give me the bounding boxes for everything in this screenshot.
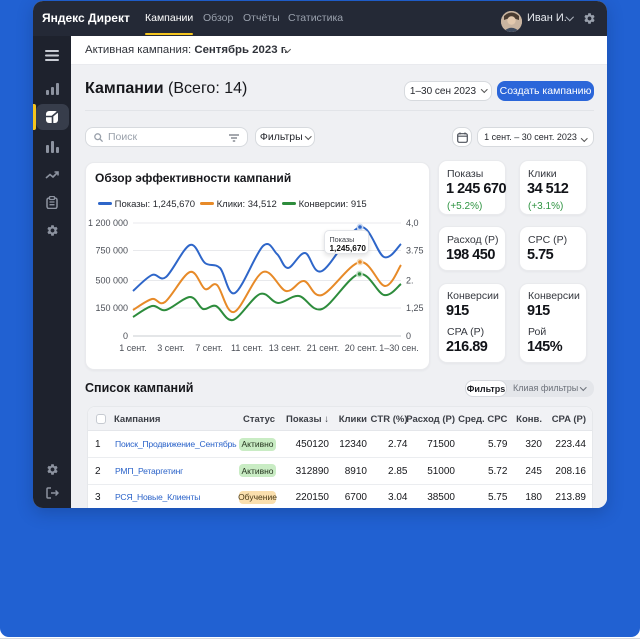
svg-text:1,25: 1,25 [406, 303, 424, 313]
svg-text:7 сент.: 7 сент. [195, 343, 223, 353]
svg-text:1 сент.: 1 сент. [119, 343, 147, 353]
svg-text:150 000: 150 000 [95, 303, 128, 313]
svg-text:2.: 2. [406, 276, 414, 286]
svg-text:500 000: 500 000 [95, 276, 128, 286]
svg-text:21 сент.: 21 сент. [307, 343, 340, 353]
svg-text:3 сент.: 3 сент. [157, 343, 185, 353]
svg-text:0: 0 [123, 331, 128, 341]
svg-text:3.75: 3.75 [406, 246, 424, 256]
svg-text:1–30 сен.: 1–30 сен. [379, 343, 419, 353]
svg-text:11 сент.: 11 сент. [231, 343, 263, 353]
svg-text:4,0: 4,0 [406, 218, 419, 228]
svg-text:0: 0 [406, 331, 411, 341]
svg-text:20 сент.: 20 сент. [345, 343, 378, 353]
svg-text:13 сент.: 13 сент. [269, 343, 302, 353]
svg-text:750 000: 750 000 [95, 246, 128, 256]
svg-text:1 200 000: 1 200 000 [88, 218, 128, 228]
